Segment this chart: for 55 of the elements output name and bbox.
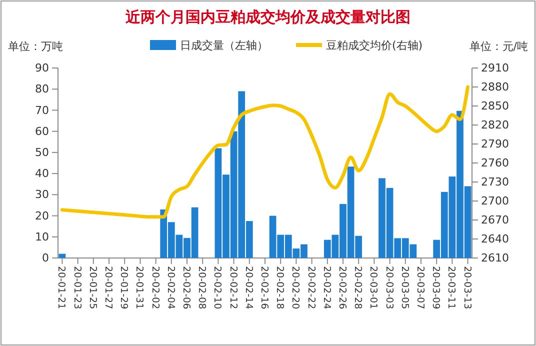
y2-tick-label: 2610 <box>481 252 509 265</box>
y-tick-label: 90 <box>35 62 49 75</box>
y-tick-label: 50 <box>35 146 49 159</box>
x-tick-label: 20-02-02 <box>149 266 160 310</box>
y-tick-label: 30 <box>35 188 49 202</box>
y-tick-label: 60 <box>35 124 49 138</box>
y2-tick-label: 2670 <box>481 214 509 227</box>
x-tick-label: 20-02-18 <box>274 266 286 310</box>
x-tick-label: 20-01-27 <box>102 266 114 310</box>
x-tick-label: 20-02-12 <box>227 266 238 310</box>
x-tick-label: 20-03-09 <box>430 266 442 310</box>
y-tick-label: 0 <box>42 252 49 265</box>
y2-tick-label: 2700 <box>481 194 509 208</box>
x-tick-label: 20-02-22 <box>305 266 316 310</box>
y2-tick-label: 2730 <box>481 176 509 189</box>
y-tick-label: 20 <box>35 209 49 222</box>
x-tick-label: 20-01-23 <box>71 266 82 310</box>
x-tick-label: 20-03-03 <box>383 266 394 310</box>
x-tick-label: 20-02-26 <box>336 266 348 310</box>
x-tick-label: 20-03-13 <box>461 266 472 310</box>
chart-title: 近两个月国内豆粕成交均价及成交量对比图 <box>124 8 410 26</box>
x-tick-label: 20-02-16 <box>258 266 270 310</box>
text: 单位：万吨 <box>8 40 63 53</box>
y-tick-label: 80 <box>35 82 49 96</box>
y2-tick-label: 2640 <box>481 232 509 246</box>
y2-tick-label: 2820 <box>481 118 509 132</box>
y-tick-label: 40 <box>35 167 49 180</box>
x-tick-label: 20-02-06 <box>180 266 192 310</box>
x-tick-label: 20-03-11 <box>446 266 457 310</box>
y2-tick-label: 2880 <box>481 80 509 94</box>
x-tick-label: 20-03-07 <box>414 266 426 310</box>
x-tick-label: 20-02-10 <box>212 266 223 310</box>
x-tick-label: 20-01-31 <box>134 266 145 310</box>
text: 单位：元/吨 <box>469 40 528 53</box>
x-tick-label: 20-01-21 <box>56 266 67 310</box>
bar <box>58 254 66 258</box>
x-tick-label: 20-02-28 <box>352 266 364 310</box>
x-tick-label: 20-02-04 <box>164 266 176 310</box>
x-tick-label: 20-02-20 <box>290 266 301 310</box>
y2-tick-label: 2760 <box>481 156 509 170</box>
legend-label: 日成交量（左轴） <box>180 39 268 52</box>
y2-tick-label: 2790 <box>481 138 509 151</box>
x-tick-label: 20-01-29 <box>118 266 130 310</box>
line-series <box>60 85 470 219</box>
x-tick-label: 20-02-08 <box>196 266 208 310</box>
x-tick-label: 20-01-25 <box>86 266 98 310</box>
x-tick-label: 20-02-24 <box>320 266 332 310</box>
y2-tick-label: 2850 <box>481 100 509 113</box>
x-tick-label: 20-02-14 <box>242 266 254 310</box>
y2-tick-label: 2910 <box>481 62 509 75</box>
y-tick-label: 10 <box>35 230 49 244</box>
y-tick-label: 70 <box>35 104 49 117</box>
x-tick-label: 20-03-01 <box>368 266 379 310</box>
legend-label: 豆粕成交均价(右轴) <box>326 39 423 52</box>
x-tick-label: 20-03-05 <box>398 266 410 310</box>
